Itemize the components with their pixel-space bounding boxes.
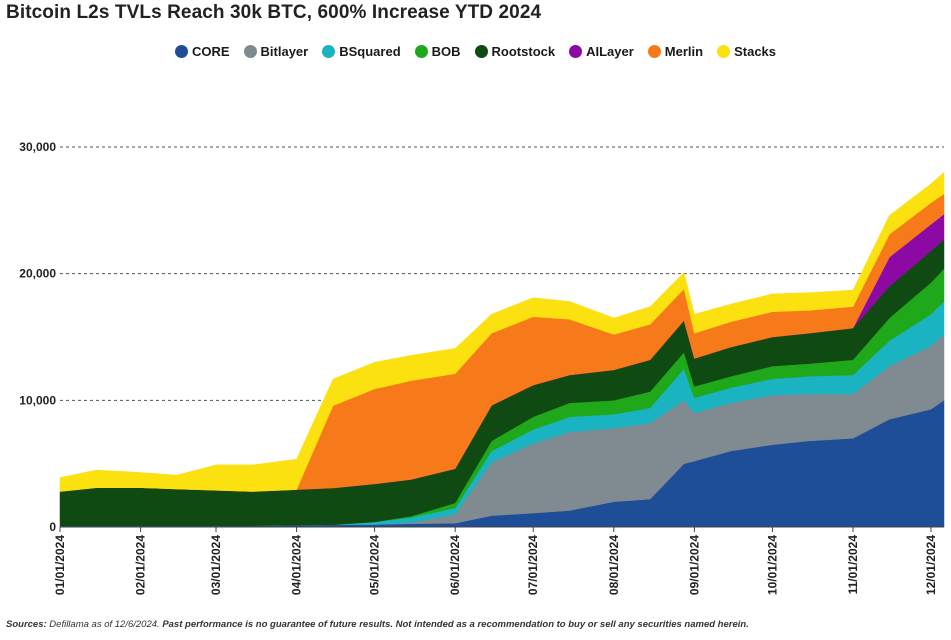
legend-item-bob: BOB [414,44,461,59]
footnote-disclaimer: Past performance is no guarantee of futu… [162,619,749,630]
legend-swatch-stacks [717,45,731,58]
x-tick-label: 12/01/2024 [924,535,938,595]
legend-item-ailayer: AILayer [569,44,634,59]
legend-item-bsquared: BSquared [322,44,401,59]
footnote-lead: Sources: [6,619,47,630]
legend-label-stacks: Stacks [734,44,777,59]
chart-legend: CORE Bitlayer BSquared BOB Rootstock AILayer M… [0,44,951,59]
legend-label-merlin: Merlin [664,44,704,59]
footnote-source: Defillama as of 12/6/2024. [46,619,163,630]
footnote: Sources: Defillama as of 12/6/2024. Past… [6,619,749,630]
legend-swatch-bsquared [322,45,336,58]
legend-item-rootstock: Rootstock [474,44,556,59]
x-tick-label: 09/01/2024 [687,535,701,595]
x-tick-label: 07/01/2024 [526,535,540,595]
x-tick-label: 05/01/2024 [368,535,382,595]
legend-item-bitlayer: Bitlayer [243,44,309,59]
area-series-group [59,171,945,528]
y-tick-label: 20,000 [19,267,56,281]
legend-label-bitlayer: Bitlayer [260,44,309,59]
legend-swatch-core [174,45,188,58]
legend-label-bob: BOB [431,44,461,59]
legend-item-merlin: Merlin [647,44,704,59]
gridlines: 0 10,000 20,000 30,000 [19,140,944,534]
x-tick-label: 10/01/2024 [765,535,779,595]
area-stacks [59,171,945,492]
legend-label-ailayer: AILayer [586,44,634,59]
legend-swatch-ailayer [569,45,583,58]
legend-label-bsquared: BSquared [339,44,401,59]
legend-swatch-bob [414,45,428,58]
legend-swatch-rootstock [474,45,488,58]
chart-title: Bitcoin L2s TVLs Reach 30k BTC, 600% Inc… [6,2,542,23]
y-tick-label: 10,000 [19,393,56,407]
x-tick-label: 08/01/2024 [607,535,621,595]
legend-item-core: CORE [174,44,230,59]
legend-swatch-bitlayer [243,45,257,58]
y-tick-label: 30,000 [19,140,56,154]
y-tick-label: 0 [49,520,56,534]
legend-label-core: CORE [191,44,230,59]
x-tick-label: 06/01/2024 [448,535,462,595]
x-tick-label: 02/01/2024 [134,535,148,595]
axes: 01/01/2024 02/01/2024 03/01/2024 04/01/2024… [53,526,944,595]
legend-item-stacks: Stacks [717,44,776,59]
x-tick-label: 11/01/2024 [846,535,860,595]
legend-swatch-merlin [647,45,661,58]
x-tick-label: 04/01/2024 [290,535,304,595]
x-tick-label: 01/01/2024 [53,535,67,595]
x-tick-label: 03/01/2024 [209,535,223,595]
legend-label-rootstock: Rootstock [491,44,556,59]
